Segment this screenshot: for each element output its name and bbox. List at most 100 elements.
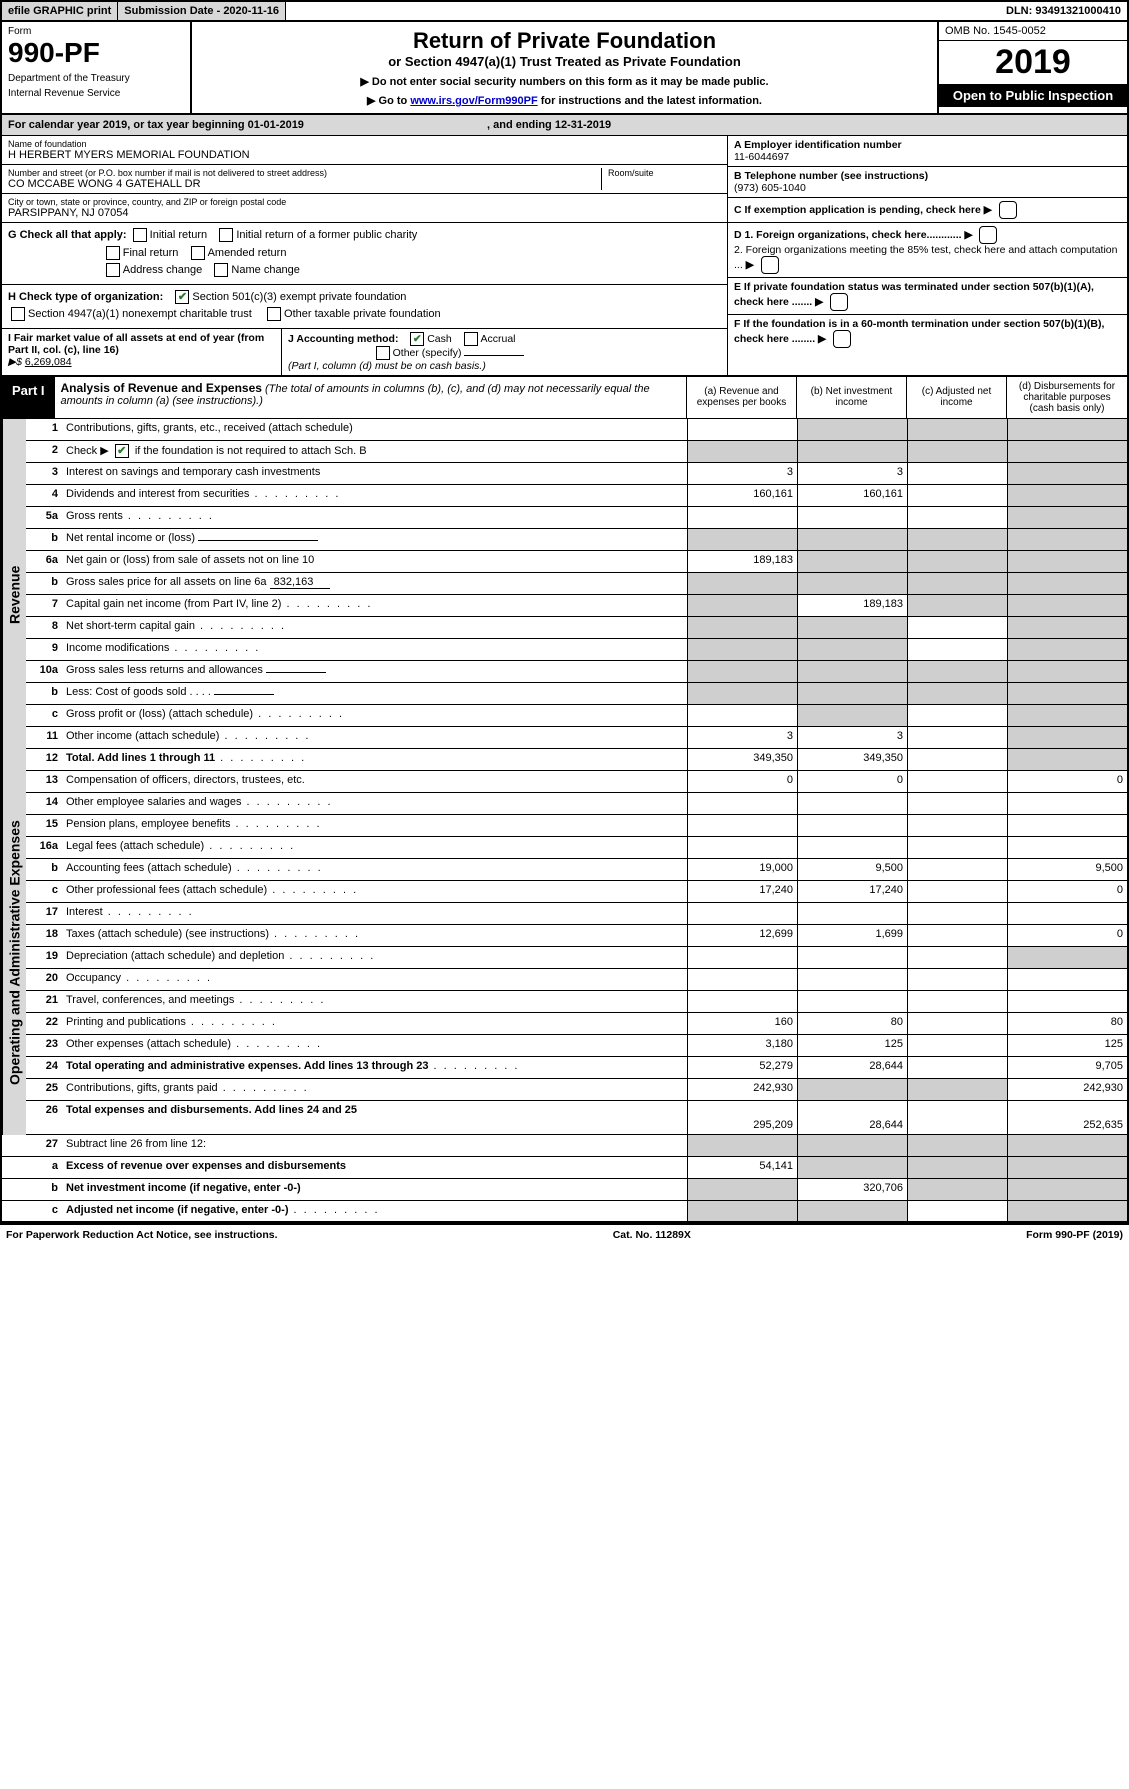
- irs-link[interactable]: www.irs.gov/Form990PF: [410, 95, 537, 107]
- row-20-desc: Occupancy: [62, 969, 687, 990]
- column-headers: (a) Revenue and expenses per books (b) N…: [686, 377, 1127, 418]
- row-10b-desc: Less: Cost of goods sold . . . .: [62, 683, 687, 704]
- table-row: 24Total operating and administrative exp…: [26, 1057, 1127, 1079]
- row-6b-desc: Gross sales price for all assets on line…: [62, 573, 687, 594]
- opt-final-return: Final return: [123, 247, 179, 259]
- chk-initial-return[interactable]: [133, 228, 147, 242]
- other-specify-input[interactable]: [464, 355, 524, 356]
- cell-16cd: 0: [1007, 881, 1127, 902]
- table-row: 18Taxes (attach schedule) (see instructi…: [26, 925, 1127, 947]
- chk-other-method[interactable]: [376, 346, 390, 360]
- table-row: 20Occupancy: [26, 969, 1127, 991]
- opt-cash: Cash: [427, 333, 452, 345]
- cal-year-end: 12-31-2019: [555, 119, 611, 131]
- input-5b[interactable]: [198, 540, 318, 541]
- cell-22b: 80: [797, 1013, 907, 1034]
- header-right: OMB No. 1545-0052 2019 Open to Public In…: [937, 22, 1127, 113]
- calendar-year-row: For calendar year 2019, or tax year begi…: [2, 115, 1127, 136]
- cell-23a: 3,180: [687, 1035, 797, 1056]
- col-c-header: (c) Adjusted net income: [907, 377, 1007, 418]
- chk-name-change[interactable]: [214, 263, 228, 277]
- f-label: F If the foundation is in a 60-month ter…: [734, 318, 1104, 345]
- foundation-name-box: Name of foundation H HERBERT MYERS MEMOR…: [2, 136, 727, 165]
- form-label: Form: [8, 26, 184, 37]
- cell-26d: 252,635: [1007, 1101, 1127, 1134]
- e-label: E If private foundation status was termi…: [734, 281, 1094, 308]
- chk-501c3[interactable]: [175, 290, 189, 304]
- arrow-icon: ▶: [964, 229, 972, 241]
- d1-label: D 1. Foreign organizations, check here..…: [734, 229, 962, 241]
- table-row: 12Total. Add lines 1 through 11349,35034…: [26, 749, 1127, 771]
- table-row: 11Other income (attach schedule)33: [26, 727, 1127, 749]
- chk-d2[interactable]: [761, 256, 779, 274]
- g-label: G Check all that apply:: [8, 229, 127, 241]
- chk-other-taxable[interactable]: [267, 307, 281, 321]
- table-row: bNet rental income or (loss): [26, 529, 1127, 551]
- ein-label: A Employer identification number: [734, 139, 902, 151]
- cell-6a: 189,183: [687, 551, 797, 572]
- chk-sch-b[interactable]: [115, 444, 129, 458]
- row-6a-desc: Net gain or (loss) from sale of assets n…: [62, 551, 687, 572]
- cell-18a: 12,699: [687, 925, 797, 946]
- section-h: H Check type of organization: Section 50…: [2, 285, 727, 329]
- chk-accrual[interactable]: [464, 332, 478, 346]
- row-4-desc: Dividends and interest from securities: [62, 485, 687, 506]
- opt-501c3: Section 501(c)(3) exempt private foundat…: [192, 291, 406, 303]
- submission-date: Submission Date - 2020-11-16: [118, 2, 286, 20]
- chk-d1[interactable]: [979, 226, 997, 244]
- tel-value: (973) 605-1040: [734, 182, 806, 194]
- cell-16bb: 9,500: [797, 859, 907, 880]
- dept-treasury: Department of the Treasury: [8, 73, 184, 84]
- part1-label: Part I: [2, 377, 55, 418]
- table-row: bAccounting fees (attach schedule)19,000…: [26, 859, 1127, 881]
- row-14-desc: Other employee salaries and wages: [62, 793, 687, 814]
- table-row: aExcess of revenue over expenses and dis…: [2, 1157, 1127, 1179]
- address-box: Number and street (or P.O. box number if…: [2, 165, 727, 194]
- table-row: 3Interest on savings and temporary cash …: [26, 463, 1127, 485]
- chk-cash[interactable]: [410, 332, 424, 346]
- table-row: 23Other expenses (attach schedule)3,1801…: [26, 1035, 1127, 1057]
- table-row: 22Printing and publications1608080: [26, 1013, 1127, 1035]
- box-d: D 1. Foreign organizations, check here..…: [728, 223, 1127, 278]
- cell-12a: 349,350: [687, 749, 797, 770]
- instruction-1: ▶ Do not enter social security numbers o…: [198, 75, 931, 88]
- cell-4a: 160,161: [687, 485, 797, 506]
- form-header: Form 990-PF Department of the Treasury I…: [2, 22, 1127, 115]
- chk-initial-former[interactable]: [219, 228, 233, 242]
- cell-12b: 349,350: [797, 749, 907, 770]
- row-19-desc: Depreciation (attach schedule) and deple…: [62, 947, 687, 968]
- table-row: 9Income modifications: [26, 639, 1127, 661]
- city-box: City or town, state or province, country…: [2, 194, 727, 223]
- chk-amended-return[interactable]: [191, 246, 205, 260]
- cell-23d: 125: [1007, 1035, 1127, 1056]
- j-note: (Part I, column (d) must be on cash basi…: [288, 360, 486, 372]
- cell-26a: 295,209: [687, 1101, 797, 1134]
- chk-final-return[interactable]: [106, 246, 120, 260]
- cell-16cb: 17,240: [797, 881, 907, 902]
- city-label: City or town, state or province, country…: [8, 197, 721, 207]
- cell-23b: 125: [797, 1035, 907, 1056]
- arrow-icon: ▶: [818, 333, 826, 345]
- header-middle: Return of Private Foundation or Section …: [192, 22, 937, 113]
- d2-label: 2. Foreign organizations meeting the 85%…: [734, 244, 1117, 271]
- chk-address-change[interactable]: [106, 263, 120, 277]
- row-16a-desc: Legal fees (attach schedule): [62, 837, 687, 858]
- chk-f[interactable]: [833, 330, 851, 348]
- table-row: 25Contributions, gifts, grants paid242,9…: [26, 1079, 1127, 1101]
- table-row: 17Interest: [26, 903, 1127, 925]
- chk-4947a1[interactable]: [11, 307, 25, 321]
- input-10a[interactable]: [266, 672, 326, 673]
- input-10b[interactable]: [214, 694, 274, 695]
- footer-left: For Paperwork Reduction Act Notice, see …: [6, 1229, 278, 1241]
- chk-e[interactable]: [830, 293, 848, 311]
- section-ij: I Fair market value of all assets at end…: [2, 329, 727, 375]
- row-11-desc: Other income (attach schedule): [62, 727, 687, 748]
- top-bar: efile GRAPHIC print Submission Date - 20…: [2, 2, 1127, 22]
- row-10a-desc: Gross sales less returns and allowances: [62, 661, 687, 682]
- chk-c[interactable]: [999, 201, 1017, 219]
- efile-button[interactable]: efile GRAPHIC print: [2, 2, 118, 20]
- table-row: cOther professional fees (attach schedul…: [26, 881, 1127, 903]
- table-row: bGross sales price for all assets on lin…: [26, 573, 1127, 595]
- table-row: 8Net short-term capital gain: [26, 617, 1127, 639]
- cal-year-begin: 01-01-2019: [248, 119, 304, 131]
